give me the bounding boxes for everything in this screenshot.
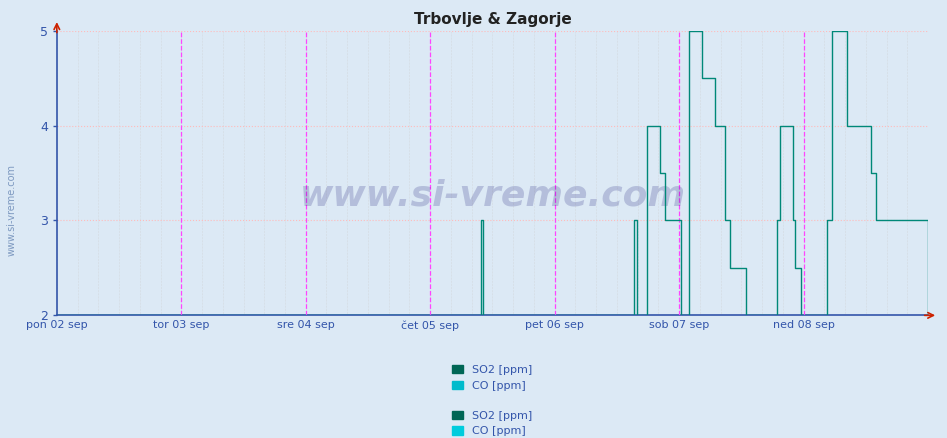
Legend: SO2 [ppm], CO [ppm]: SO2 [ppm], CO [ppm]	[448, 406, 537, 438]
Text: www.si-vreme.com: www.si-vreme.com	[299, 179, 686, 213]
Title: Trbovlje & Zagorje: Trbovlje & Zagorje	[414, 12, 571, 27]
Text: www.si-vreme.com: www.si-vreme.com	[7, 164, 16, 256]
